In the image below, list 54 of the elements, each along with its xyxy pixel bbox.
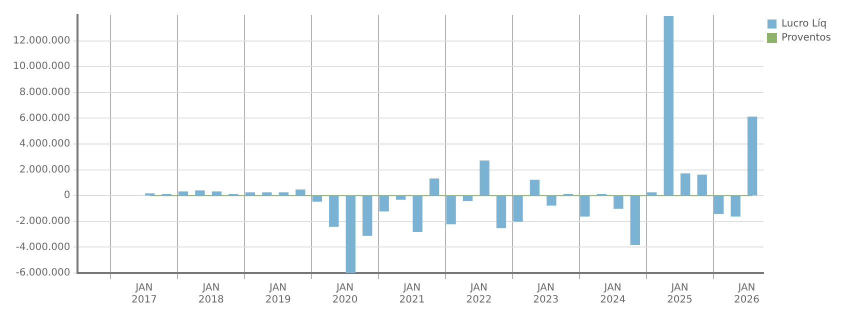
bar — [379, 196, 389, 212]
y-tick-label: 0 — [64, 190, 70, 202]
y-tick-label: 2.000.000 — [19, 164, 70, 176]
x-tick-label: JAN 2021 — [399, 282, 425, 306]
x-tick-label: JAN 2019 — [265, 282, 291, 306]
bar — [296, 189, 306, 196]
bar — [546, 196, 556, 206]
bar — [396, 196, 406, 200]
x-tick-label: JAN 2023 — [533, 282, 559, 306]
bar — [429, 178, 440, 196]
bar — [580, 196, 590, 217]
y-tick-label: 12.000.000 — [12, 35, 70, 46]
bar — [647, 192, 657, 196]
x-tick-label: JAN 2017 — [131, 282, 157, 306]
bar — [664, 16, 674, 196]
bar — [212, 191, 222, 196]
bar — [278, 192, 289, 196]
x-tick-label: JAN 2024 — [600, 282, 626, 306]
bar — [530, 180, 540, 196]
bar — [513, 196, 523, 222]
bar — [714, 196, 724, 214]
x-tick-label: JAN 2026 — [734, 282, 760, 306]
y-tick-label: 6.000.000 — [19, 112, 70, 124]
bar — [362, 196, 372, 236]
bar — [697, 174, 707, 196]
bar — [412, 196, 422, 232]
bar — [680, 173, 690, 196]
bar — [496, 196, 506, 228]
y-tick-label: -6.000.000 — [16, 268, 70, 279]
legend-label: Lucro Líq — [781, 18, 827, 30]
x-tick-label: JAN 2018 — [198, 282, 224, 306]
bar — [747, 116, 758, 196]
bar — [329, 196, 339, 227]
bar — [730, 196, 740, 217]
bar — [614, 196, 624, 209]
bar — [446, 196, 456, 224]
bar — [630, 196, 640, 245]
bar — [178, 191, 188, 196]
bar — [262, 192, 272, 196]
y-tick-label: 10.000.000 — [12, 61, 70, 72]
y-tick-label: 8.000.000 — [19, 86, 70, 98]
x-tick-label: JAN 2020 — [332, 282, 358, 306]
y-tick-label: -4.000.000 — [16, 242, 70, 253]
y-tick-label: 4.000.000 — [19, 138, 70, 150]
y-tick-label: -2.000.000 — [16, 216, 70, 227]
bar — [480, 160, 490, 196]
legend-label: Proventos — [781, 32, 832, 44]
x-tick-label: JAN 2025 — [667, 282, 693, 306]
x-tick-label: JAN 2022 — [466, 282, 492, 306]
bar — [195, 190, 205, 196]
bar — [312, 196, 322, 202]
bar — [462, 196, 473, 202]
bar — [245, 192, 256, 196]
bar — [346, 196, 356, 273]
